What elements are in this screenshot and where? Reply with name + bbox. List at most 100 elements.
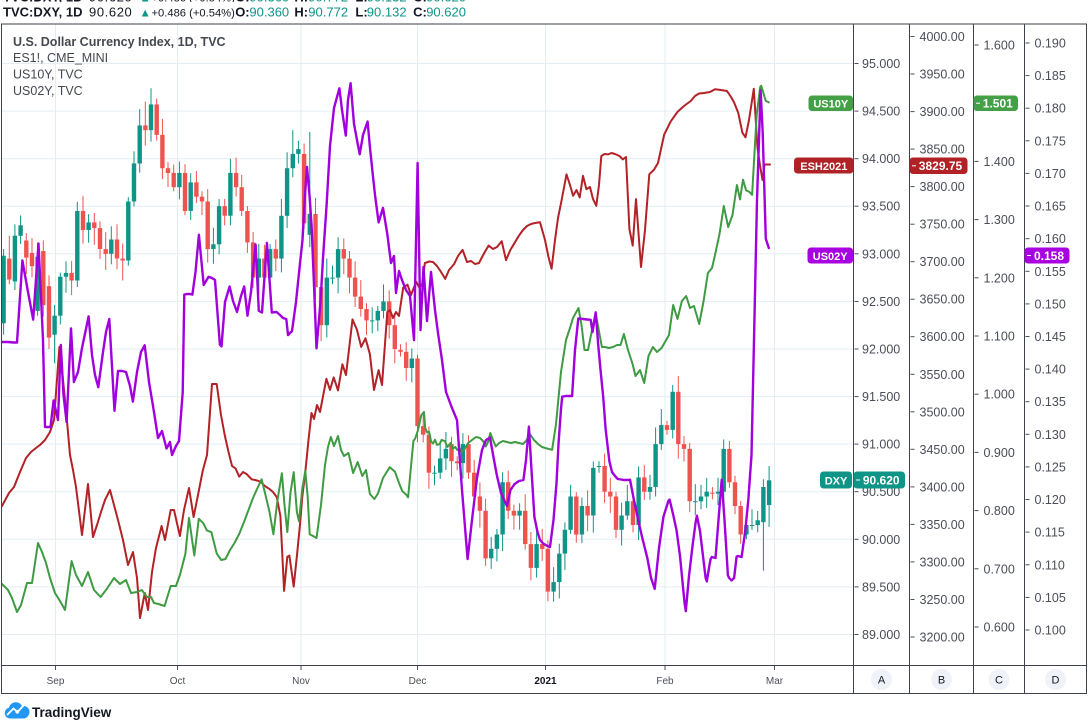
svg-text:O:: O: [235,5,249,20]
svg-text:0.158: 0.158 [1034,249,1064,263]
svg-text:1.000: 1.000 [984,388,1015,402]
svg-text:92.000: 92.000 [862,343,900,357]
svg-text:C:: C: [413,5,427,20]
svg-text:ES1!, CME_MINI: ES1!, CME_MINI [13,51,108,65]
svg-text:L:: L: [355,5,367,20]
svg-text:Dec: Dec [409,676,427,687]
svg-text:90.360: 90.360 [249,5,289,20]
svg-text:3500.00: 3500.00 [920,405,965,419]
svg-text:90.620: 90.620 [426,5,466,20]
svg-text:3750.00: 3750.00 [920,218,965,232]
svg-text:94.000: 94.000 [862,152,900,166]
svg-text:A: A [878,675,886,687]
svg-text:3200.00: 3200.00 [920,631,965,645]
svg-text:0.105: 0.105 [1035,591,1066,605]
svg-text:3829.75: 3829.75 [919,159,963,173]
svg-text:0.145: 0.145 [1035,330,1066,344]
svg-text:0.185: 0.185 [1035,69,1066,83]
svg-text:0.800: 0.800 [984,504,1015,518]
svg-text:1.501: 1.501 [983,97,1013,111]
svg-text:U.S. Dollar Currency Index, 1D: U.S. Dollar Currency Index, 1D, TVC [13,35,226,49]
svg-text:93.000: 93.000 [862,247,900,261]
svg-text:3700.00: 3700.00 [920,255,965,269]
svg-text:US10Y, TVC: US10Y, TVC [13,68,83,82]
svg-text:C:: C: [413,0,427,5]
svg-text:H:: H: [294,0,308,5]
svg-text:DXY: DXY [825,475,848,487]
svg-text:▲: ▲ [140,8,151,20]
svg-text:Nov: Nov [292,676,310,687]
svg-text:0.130: 0.130 [1035,428,1066,442]
svg-text:0.115: 0.115 [1035,526,1065,540]
svg-text:2021: 2021 [534,676,557,687]
svg-text:1.300: 1.300 [984,213,1015,227]
svg-text:91.500: 91.500 [862,390,900,404]
svg-text:US10Y: US10Y [813,99,849,111]
svg-text:0.175: 0.175 [1035,134,1066,148]
svg-text:C: C [995,675,1003,687]
svg-text:TVC:DXY, 1D: TVC:DXY, 1D [3,0,82,5]
svg-text:3900.00: 3900.00 [920,105,965,119]
svg-text:3250.00: 3250.00 [920,593,965,607]
svg-text:0.190: 0.190 [1035,37,1066,51]
svg-text:0.600: 0.600 [984,621,1015,635]
svg-text:0.120: 0.120 [1035,493,1066,507]
svg-text:B: B [938,675,945,687]
svg-text:+0.486 (+0.54%): +0.486 (+0.54%) [152,0,236,5]
svg-text:TVC:DXY, 1D: TVC:DXY, 1D [3,5,82,20]
svg-text:90.620: 90.620 [89,5,132,20]
svg-text:90.620: 90.620 [863,473,900,487]
svg-text:Sep: Sep [47,676,65,687]
svg-text:Oct: Oct [170,676,186,687]
svg-text:89.500: 89.500 [862,580,900,594]
svg-text:H:: H: [294,5,308,20]
svg-text:0.140: 0.140 [1035,363,1066,377]
svg-text:3650.00: 3650.00 [920,293,965,307]
svg-text:L:: L: [355,0,367,5]
svg-text:0.135: 0.135 [1035,395,1066,409]
svg-text:3950.00: 3950.00 [920,68,965,82]
svg-text:ESH2021: ESH2021 [800,161,847,173]
svg-text:0.125: 0.125 [1035,460,1066,474]
svg-text:US02Y: US02Y [813,251,849,263]
svg-text:90.132: 90.132 [367,5,407,20]
svg-text:3600.00: 3600.00 [920,330,965,344]
svg-text:90.360: 90.360 [249,0,289,5]
svg-text:0.160: 0.160 [1035,232,1066,246]
svg-text:0.170: 0.170 [1035,167,1066,181]
svg-text:4000.00: 4000.00 [920,30,965,44]
svg-text:90.772: 90.772 [308,5,348,20]
svg-text:3350.00: 3350.00 [920,518,965,532]
svg-text:US02Y, TVC: US02Y, TVC [13,84,83,98]
svg-text:D: D [1052,675,1060,687]
svg-text:3850.00: 3850.00 [920,143,965,157]
svg-text:90.620: 90.620 [426,0,466,5]
svg-text:TradingView: TradingView [32,705,112,720]
svg-text:Feb: Feb [656,676,674,687]
svg-text:0.900: 0.900 [984,446,1015,460]
svg-text:0.180: 0.180 [1035,102,1066,116]
svg-text:1.100: 1.100 [984,330,1015,344]
svg-text:3550.00: 3550.00 [920,368,965,382]
svg-text:94.500: 94.500 [862,105,900,119]
svg-text:90.500: 90.500 [862,485,900,499]
svg-text:91.000: 91.000 [862,438,900,452]
svg-text:0.150: 0.150 [1035,297,1066,311]
svg-text:1.400: 1.400 [984,155,1015,169]
svg-text:0.110: 0.110 [1035,558,1065,572]
svg-text:93.500: 93.500 [862,200,900,214]
svg-text:92.500: 92.500 [862,295,900,309]
svg-text:Mar: Mar [766,676,784,687]
svg-text:0.100: 0.100 [1035,624,1066,638]
svg-text:0.155: 0.155 [1035,265,1066,279]
svg-text:3450.00: 3450.00 [920,443,965,457]
svg-text:1.200: 1.200 [984,271,1015,285]
svg-text:3800.00: 3800.00 [920,180,965,194]
svg-text:90.132: 90.132 [367,0,407,5]
svg-text:▲: ▲ [140,0,151,5]
svg-text:3400.00: 3400.00 [920,480,965,494]
svg-text:3300.00: 3300.00 [920,555,965,569]
svg-text:90.620: 90.620 [89,0,132,5]
svg-text:95.000: 95.000 [862,57,900,71]
svg-text:90.772: 90.772 [308,0,348,5]
